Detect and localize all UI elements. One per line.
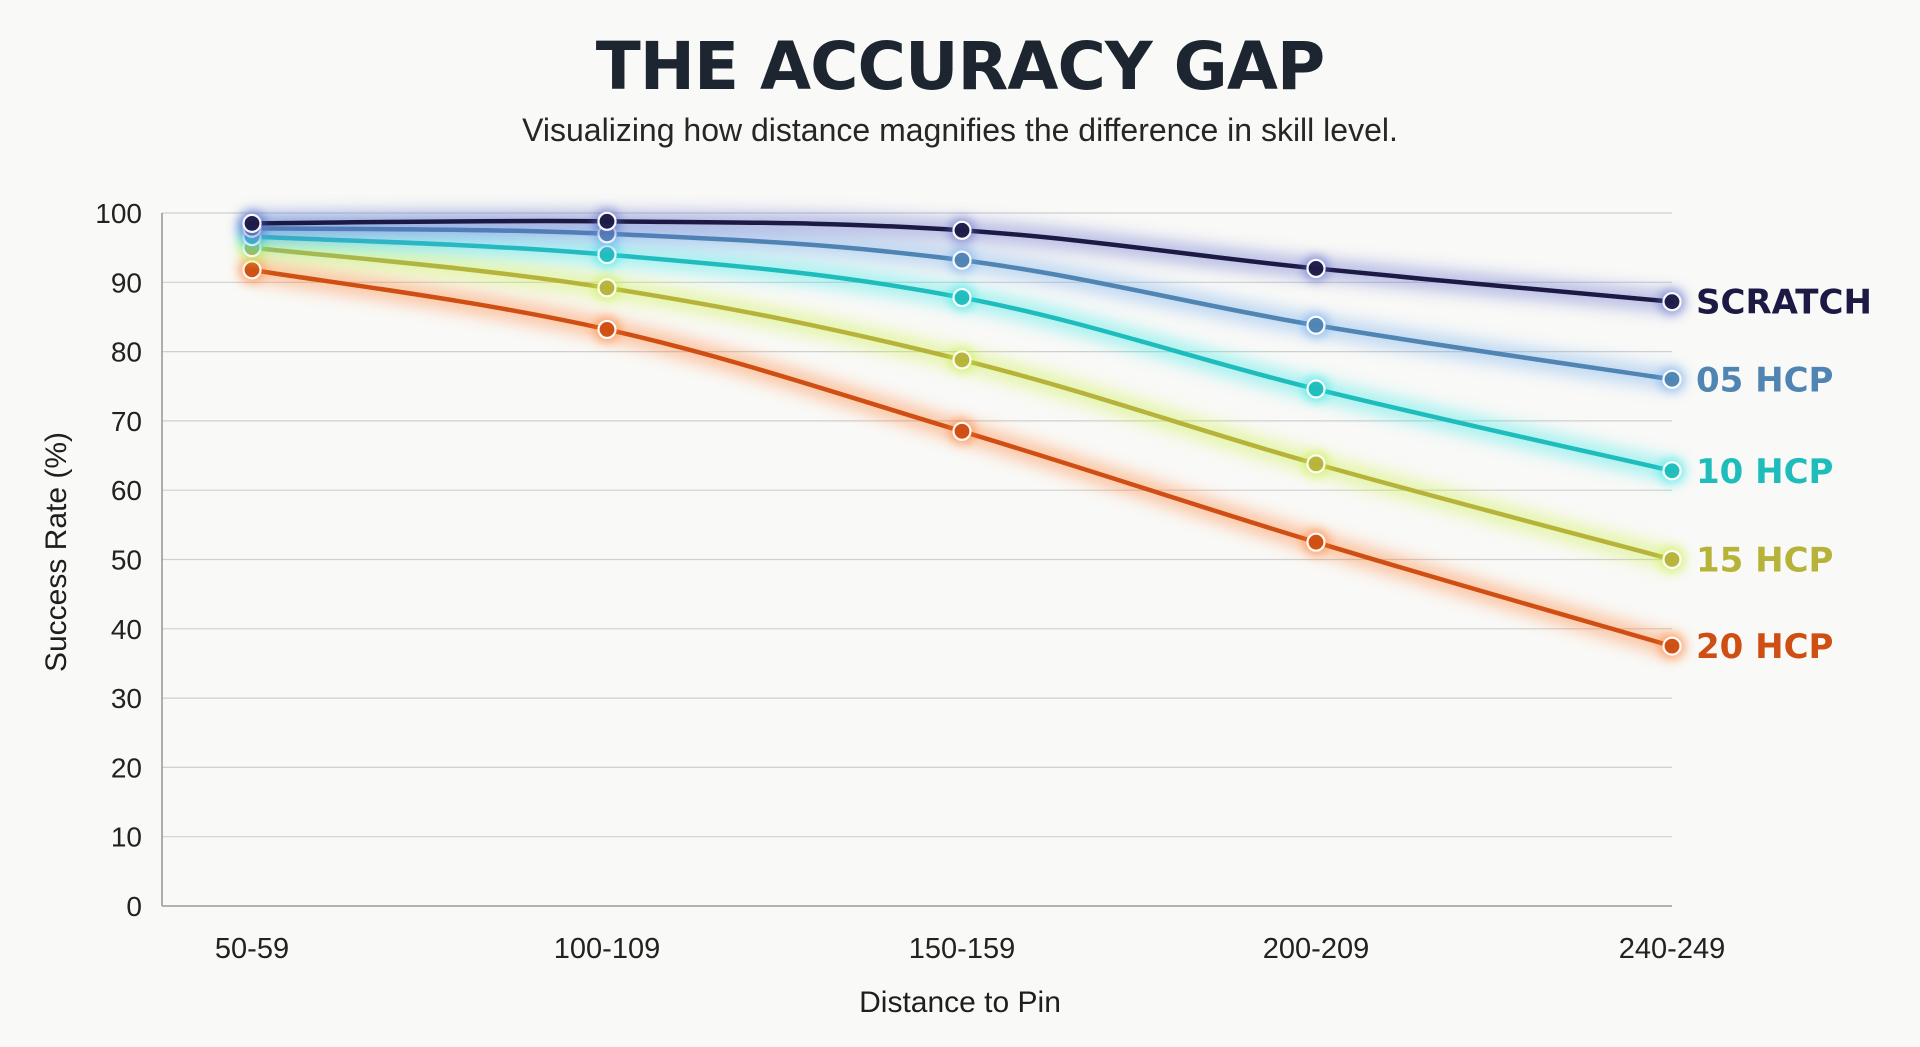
data-point (1306, 258, 1326, 279)
x-tick-label: 240-249 (1619, 933, 1725, 965)
y-tick-label: 0 (126, 891, 142, 922)
y-tick-label: 40 (111, 614, 142, 645)
gridlines (161, 212, 1672, 907)
data-point (597, 278, 617, 298)
data-point (597, 319, 617, 340)
series-label-15-hcp: 15 HCP (1696, 541, 1833, 581)
chart-subtitle: Visualizing how distance magnifies the d… (522, 112, 1398, 148)
y-axis-label: Success Rate (%) (40, 432, 73, 672)
data-point (952, 250, 972, 270)
data-point (597, 244, 617, 265)
x-tick-label: 50-59 (215, 933, 289, 965)
y-tick-label: 70 (111, 406, 142, 437)
y-tick-label: 80 (111, 337, 142, 368)
series-15-hcp: 15 HCP (239, 234, 1833, 581)
data-point (1662, 461, 1682, 481)
chart-title: THE ACCURACY GAP (595, 28, 1326, 105)
series-20-hcp: 20 HCP (239, 256, 1833, 667)
series-10-hcp: 10 HCP (239, 223, 1833, 492)
data-point (952, 350, 972, 370)
y-tick-label: 100 (95, 198, 142, 229)
x-axis-ticks: 50-59 100-109 150-159 200-209 240-249 (215, 933, 1725, 965)
data-point (242, 213, 262, 233)
series-line-glow (244, 261, 1680, 655)
y-tick-label: 90 (111, 267, 142, 298)
data-point (952, 287, 972, 308)
series-label-05-hcp: 05 HCP (1696, 360, 1833, 400)
series-label-20-hcp: 20 HCP (1696, 627, 1833, 667)
x-tick-label: 200-209 (1263, 933, 1369, 965)
series-scratch: SCRATCH (239, 208, 1872, 323)
data-point (597, 211, 617, 231)
y-axis-ticks: 0 10 20 30 40 50 60 70 80 90 100 (95, 198, 142, 922)
data-point (1662, 549, 1682, 570)
series-label-scratch: SCRATCH (1696, 283, 1872, 323)
y-tick-label: 20 (111, 752, 142, 783)
data-point (1662, 636, 1682, 656)
data-point (1662, 369, 1682, 389)
data-point (952, 421, 972, 441)
x-tick-label: 100-109 (554, 933, 660, 965)
y-tick-label: 30 (111, 683, 142, 714)
data-point (1306, 454, 1326, 474)
series-label-10-hcp: 10 HCP (1696, 452, 1833, 492)
data-point (1306, 315, 1326, 335)
data-point (242, 260, 262, 280)
x-tick-label: 150-159 (909, 933, 1015, 965)
data-point (1306, 379, 1326, 399)
x-axis-label: Distance to Pin (859, 986, 1061, 1019)
y-tick-label: 50 (111, 545, 142, 576)
data-point (1306, 532, 1326, 552)
series-lines: 20 HCP 15 HCP 10 HCP 05 HCP SCRATCH (239, 208, 1872, 667)
data-point (952, 220, 972, 240)
y-tick-label: 10 (111, 822, 142, 853)
data-point (1662, 292, 1682, 312)
y-tick-label: 60 (111, 475, 142, 506)
